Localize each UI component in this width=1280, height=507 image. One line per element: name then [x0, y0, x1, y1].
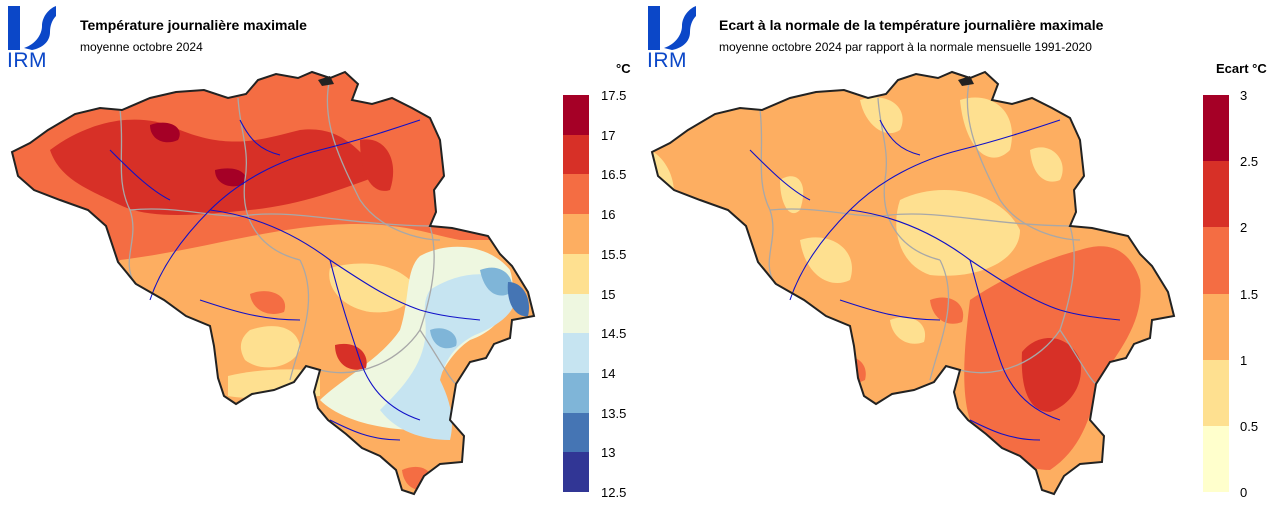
color-scale-bar	[1203, 95, 1229, 493]
scale-segment	[563, 253, 589, 294]
scale-segment	[1203, 359, 1229, 427]
scale-segment	[563, 214, 589, 255]
panel-temperature-max: IRM Température journalière maximale moy…	[7, 6, 631, 500]
scale-tick-label: 13	[601, 445, 616, 461]
scale-tick-label: 14.5	[601, 326, 627, 342]
scale-tick-label: 17.5	[601, 88, 627, 103]
scale-tick-label: 0	[1240, 485, 1248, 500]
irm-logo-icon	[8, 6, 56, 50]
scale-tick-label: 3	[1240, 88, 1248, 103]
color-scale-bar	[563, 95, 589, 493]
scale-segment	[563, 293, 589, 334]
scale-segment	[563, 452, 589, 493]
scale-segment	[563, 174, 589, 215]
map-subtitle: moyenne octobre 2024	[80, 40, 203, 54]
scale-tick-label: 2	[1240, 220, 1248, 236]
map-title: Ecart à la normale de la température jou…	[719, 17, 1104, 33]
scale-tick-label: 0.5	[1240, 418, 1259, 434]
scale-tick-label: 12.5	[601, 485, 627, 500]
scale-segment	[563, 95, 589, 136]
irm-logo-text: IRM	[647, 49, 687, 72]
irm-logo-text: IRM	[7, 49, 47, 72]
scale-tick-label: 15.5	[601, 246, 627, 262]
panel-temperature-anomaly: IRM Ecart à la normale de la température…	[640, 0, 1280, 507]
scale-segment	[563, 134, 589, 175]
scale-segment	[563, 372, 589, 414]
scale-tick-label: 13.5	[601, 405, 627, 421]
scale-tick-label: 1	[1240, 352, 1248, 368]
scale-segment	[1203, 425, 1229, 493]
scale-unit-label: Ecart °C	[1216, 61, 1267, 76]
scale-tick-label: 16	[601, 207, 616, 223]
belgium-anomaly-map	[651, 71, 1175, 495]
map-title: Température journalière maximale	[80, 17, 307, 33]
irm-logo-icon	[648, 6, 696, 50]
scale-tick-label: 2.5	[1240, 154, 1259, 170]
scale-tick-label: 15	[601, 286, 616, 302]
scale-tick-label: 17	[601, 127, 616, 143]
scale-segment	[1203, 227, 1229, 294]
scale-segment	[563, 333, 589, 374]
scale-tick-label: 16.5	[601, 167, 627, 183]
scale-segment	[1203, 161, 1229, 228]
scale-unit-label: °C	[616, 61, 631, 76]
map-subtitle: moyenne octobre 2024 par rapport à la no…	[719, 40, 1092, 54]
scale-segment	[563, 412, 589, 453]
scale-segment	[1203, 95, 1229, 162]
belgium-temperature-map	[11, 71, 535, 495]
scale-tick-label: 14	[601, 365, 616, 381]
scale-segment	[1203, 293, 1229, 361]
scale-tick-label: 1.5	[1240, 286, 1259, 302]
